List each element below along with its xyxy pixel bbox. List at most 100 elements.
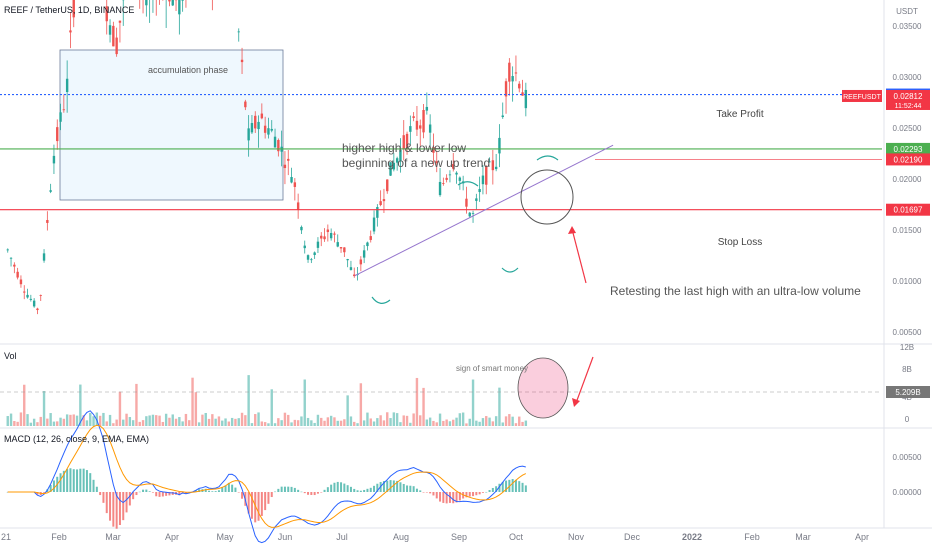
volume-bar bbox=[267, 423, 270, 426]
candle-body bbox=[395, 158, 399, 163]
macd-histogram-bar bbox=[135, 492, 138, 496]
volume-bar bbox=[273, 423, 277, 426]
macd-histogram-bar bbox=[406, 485, 409, 492]
volume-bar bbox=[234, 418, 237, 426]
volume-bar bbox=[244, 415, 247, 426]
candle-body bbox=[428, 124, 432, 133]
macd-histogram-bar bbox=[472, 492, 475, 497]
volume-bar bbox=[392, 412, 396, 426]
accumulation-box bbox=[59, 49, 284, 201]
time-tick-label: Feb bbox=[51, 532, 67, 542]
macd-histogram-bar bbox=[495, 486, 498, 492]
smart-money-circle bbox=[517, 357, 569, 419]
macd-histogram-bar bbox=[330, 484, 333, 492]
candle-body bbox=[263, 125, 267, 133]
volume-bar bbox=[488, 417, 491, 426]
volume-bar bbox=[254, 414, 257, 426]
macd-line bbox=[7, 410, 526, 544]
candle-body bbox=[442, 183, 445, 184]
macd-histogram-bar bbox=[69, 468, 72, 492]
macd-histogram-bar bbox=[277, 488, 280, 492]
volume-bar bbox=[399, 422, 402, 426]
volume-bar bbox=[32, 418, 36, 426]
volume-bar bbox=[224, 418, 227, 426]
macd-histogram-bar bbox=[247, 492, 250, 514]
macd-histogram-bar bbox=[422, 492, 425, 493]
macd-histogram-bar bbox=[488, 490, 491, 492]
volume-bar bbox=[263, 422, 267, 426]
candle-body bbox=[409, 126, 412, 132]
candle-body bbox=[372, 217, 376, 232]
volume-bar bbox=[323, 420, 326, 426]
candle-body bbox=[29, 298, 33, 300]
macd-histogram-bar bbox=[165, 492, 168, 496]
macd-histogram-bar bbox=[142, 489, 145, 492]
volume-bar bbox=[349, 416, 353, 426]
volume-bar bbox=[293, 419, 297, 426]
candle-body bbox=[6, 249, 9, 251]
macd-histogram-bar bbox=[386, 480, 389, 492]
volume-bar bbox=[141, 420, 145, 426]
volume-bar bbox=[105, 421, 108, 426]
candle-body bbox=[181, 0, 184, 1]
volume-tick-label: 0 bbox=[905, 415, 910, 424]
candle-body bbox=[475, 198, 478, 201]
volume-bar bbox=[49, 413, 52, 426]
candle-body bbox=[19, 279, 23, 285]
candle-body bbox=[52, 155, 56, 164]
candle-body bbox=[306, 255, 310, 260]
macd-histogram-bar bbox=[521, 482, 524, 492]
volume-tick-label: 8B bbox=[902, 365, 912, 374]
level-price-tag bbox=[886, 153, 930, 166]
volume-bar bbox=[485, 416, 488, 426]
volume-bar bbox=[181, 421, 184, 426]
volume-bar bbox=[280, 420, 283, 426]
macd-histogram-bar bbox=[316, 492, 319, 494]
macd-histogram-bar bbox=[396, 480, 399, 492]
volume-bar bbox=[296, 420, 300, 426]
volume-bar bbox=[92, 416, 95, 426]
pivot-marker bbox=[457, 181, 479, 187]
volume-bar bbox=[329, 415, 333, 426]
signal-line bbox=[7, 424, 527, 528]
time-tick-label: Sep bbox=[451, 532, 467, 542]
macd-histogram-bar bbox=[333, 482, 336, 492]
candle-body bbox=[270, 128, 273, 131]
candle-body bbox=[65, 78, 69, 93]
volume-bar bbox=[442, 420, 445, 426]
volume-bar bbox=[333, 417, 336, 426]
smart-money-label: sign of smart money bbox=[456, 364, 528, 373]
candle-body bbox=[16, 271, 19, 278]
price-tick-label: 0.02500 bbox=[893, 124, 922, 133]
volume-bar bbox=[131, 420, 135, 426]
candle-body bbox=[69, 30, 72, 33]
candle-body bbox=[438, 181, 442, 196]
macd-histogram-bar bbox=[399, 482, 402, 492]
macd-histogram-bar bbox=[452, 492, 455, 504]
macd-histogram-bar bbox=[224, 485, 227, 492]
time-tick-label: Oct bbox=[509, 532, 524, 542]
macd-histogram-bar bbox=[211, 491, 214, 492]
macd-histogram-bar bbox=[43, 492, 46, 493]
macd-histogram-bar bbox=[109, 492, 112, 521]
volume-bar bbox=[415, 377, 419, 426]
macd-histogram-bar bbox=[241, 492, 244, 499]
volume-bar bbox=[425, 419, 429, 426]
macd-histogram-bar bbox=[356, 490, 359, 492]
candle-body bbox=[343, 247, 346, 253]
retest-annotation: Retesting the last high with an ultra-lo… bbox=[610, 284, 861, 298]
candle-body bbox=[296, 202, 300, 210]
candle-body bbox=[254, 115, 257, 129]
macd-histogram-bar bbox=[267, 492, 270, 504]
candle-body bbox=[313, 252, 316, 256]
volume-bar bbox=[194, 392, 198, 426]
price-tick-label: 0.00500 bbox=[893, 328, 922, 337]
candle-body bbox=[112, 25, 115, 47]
candle-body bbox=[415, 120, 419, 130]
volume-bar bbox=[504, 416, 508, 426]
candle-body bbox=[46, 220, 49, 223]
macd-histogram-bar bbox=[491, 487, 494, 492]
candle-body bbox=[432, 147, 435, 153]
time-tick-label: Apr bbox=[855, 532, 869, 542]
